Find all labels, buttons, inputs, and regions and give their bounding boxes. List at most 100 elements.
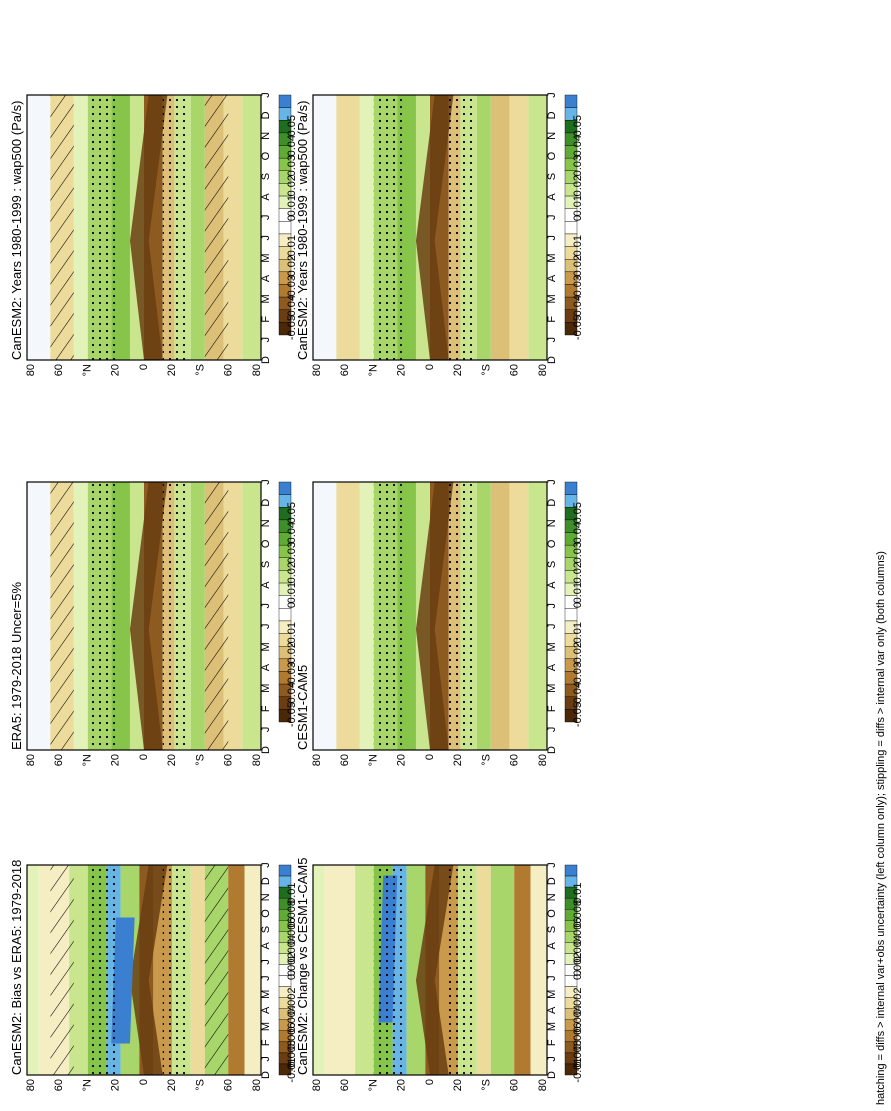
colorbar-label: -0.03 <box>572 275 584 300</box>
lat-tick-label: °S <box>194 754 206 766</box>
month-tick-label: A <box>260 663 272 671</box>
month-tick-label: D <box>260 111 272 119</box>
lat-tick-label: 60 <box>509 364 521 376</box>
colorbar-label: -0.03 <box>286 275 298 300</box>
lat-tick-label: 0 <box>424 754 436 760</box>
colorbar-label: -0.05 <box>572 702 584 727</box>
lat-tick-label: 0 <box>424 1079 436 1085</box>
plot-frame <box>26 864 262 1076</box>
panel-title: CanESM2: Bias vs ERA5: 1979-2018 <box>9 860 24 1075</box>
plot-frame <box>312 864 548 1076</box>
colorbar-swatch <box>564 481 578 495</box>
lat-tick-label: 80 <box>25 1079 37 1091</box>
month-tick-label: S <box>260 926 272 933</box>
colorbar-label: -0.02 <box>572 642 584 667</box>
colorbar-label: -0.04 <box>286 682 298 707</box>
descent-band <box>415 482 454 750</box>
colorbar-label: -0.002 <box>572 988 584 1019</box>
lat-tick-label: 80 <box>251 1079 263 1091</box>
month-tick-label: S <box>546 561 558 568</box>
panel-left-bot: 80 60 °N 20 0 20 °S 60 80DJFMAMJJASONDJCanESM2: … <box>9 860 298 1092</box>
month-tick-label: J <box>546 215 558 221</box>
month-tick-label: A <box>260 581 272 589</box>
colorbar-label: 0.05 <box>572 502 584 523</box>
colorbar-label: -0.05 <box>286 702 298 727</box>
colorbar-label: 0.01 <box>286 582 298 603</box>
lat-tick-label: °N <box>81 754 93 766</box>
colorbar-label: 0 <box>286 970 298 976</box>
month-tick-label: J <box>260 235 272 241</box>
month-tick-label: D <box>260 746 272 754</box>
plot-frame <box>26 481 262 751</box>
colorbar-label: -0.04 <box>572 682 584 707</box>
colorbar-swatch <box>278 608 292 622</box>
colorbar: 0.050.040.030.020.010-0.01-0.02-0.03-0.0… <box>564 94 584 340</box>
month-tick-label: D <box>260 499 272 507</box>
lat-tick-label: 20 <box>452 754 464 766</box>
month-tick-label: M <box>546 990 558 999</box>
colorbar: 0.010.0080.0060.0040.0020-0.002-0.004-0.… <box>278 864 298 1083</box>
colorbar-label: 0.02 <box>286 175 298 196</box>
month-tick-label: J <box>260 337 272 343</box>
lat-tick-label: 0 <box>424 364 436 370</box>
colorbar-swatch <box>278 709 292 723</box>
colorbar-label: 0.02 <box>572 175 584 196</box>
colorbar-label: 0.05 <box>572 115 584 136</box>
colorbar-label: -0.02 <box>286 255 298 280</box>
month-tick-label: N <box>546 893 558 901</box>
lat-tick-label: 80 <box>537 1079 549 1091</box>
bias-patch <box>111 917 135 1044</box>
month-tick-label: A <box>546 274 558 282</box>
descent-band <box>129 482 168 750</box>
lat-tick-label: 80 <box>537 364 549 376</box>
lat-tick-label: °S <box>194 364 206 376</box>
month-tick-label: J <box>260 603 272 609</box>
month-tick-label: N <box>546 519 558 527</box>
month-tick-label: J <box>260 975 272 981</box>
month-tick-label: J <box>546 959 558 965</box>
lat-tick-label: °N <box>81 364 93 376</box>
month-tick-label: A <box>546 663 558 671</box>
colorbar-swatch <box>564 94 578 108</box>
lat-tick-label: 0 <box>138 754 150 760</box>
month-tick-label: M <box>260 990 272 999</box>
hatch-overlay <box>204 95 229 360</box>
colorbar-label: -0.05 <box>572 315 584 340</box>
colorbar-label: 0 <box>286 602 298 608</box>
colorbar-label: 0 <box>572 970 584 976</box>
month-tick-label: M <box>260 1022 272 1031</box>
colorbar-swatch <box>564 864 578 877</box>
colorbar-label: 0 <box>286 215 298 221</box>
lat-tick-label: °S <box>480 754 492 766</box>
stipple-overlay <box>448 865 473 1075</box>
lat-tick-label: 60 <box>223 754 235 766</box>
colorbar-label: 0.04 <box>572 522 584 543</box>
colorbar-label: 0.02 <box>286 562 298 583</box>
colorbar-label: -0.008 <box>572 1040 584 1071</box>
month-tick-label: A <box>546 193 558 201</box>
lat-tick-label: 20 <box>396 364 408 376</box>
colorbar-label: -0.03 <box>286 662 298 687</box>
panel-title: CanESM2: Years 1980-1999 : wap500 (Pa/s) <box>295 101 310 360</box>
descent-band <box>415 865 454 1075</box>
month-tick-label: A <box>546 941 558 949</box>
colorbar-label: -0.03 <box>572 662 584 687</box>
month-tick-label: M <box>546 253 558 262</box>
month-tick-label: J <box>546 862 558 868</box>
hatch-overlay <box>50 865 74 1075</box>
lat-tick-label: °N <box>367 364 379 376</box>
colorbar-swatch <box>278 221 292 235</box>
colorbar-label: 0.04 <box>286 522 298 543</box>
lat-tick-label: 80 <box>311 364 323 376</box>
month-tick-label: N <box>260 519 272 527</box>
colorbar-label: -0.02 <box>572 255 584 280</box>
colorbar-swatch <box>278 1063 292 1076</box>
colorbar-label: 0.006 <box>286 918 298 946</box>
lat-tick-label: 20 <box>452 364 464 376</box>
stipple-overlay <box>162 865 187 1075</box>
stipple-overlay <box>87 865 116 1075</box>
lat-tick-label: 80 <box>25 754 37 766</box>
month-tick-label: J <box>546 603 558 609</box>
